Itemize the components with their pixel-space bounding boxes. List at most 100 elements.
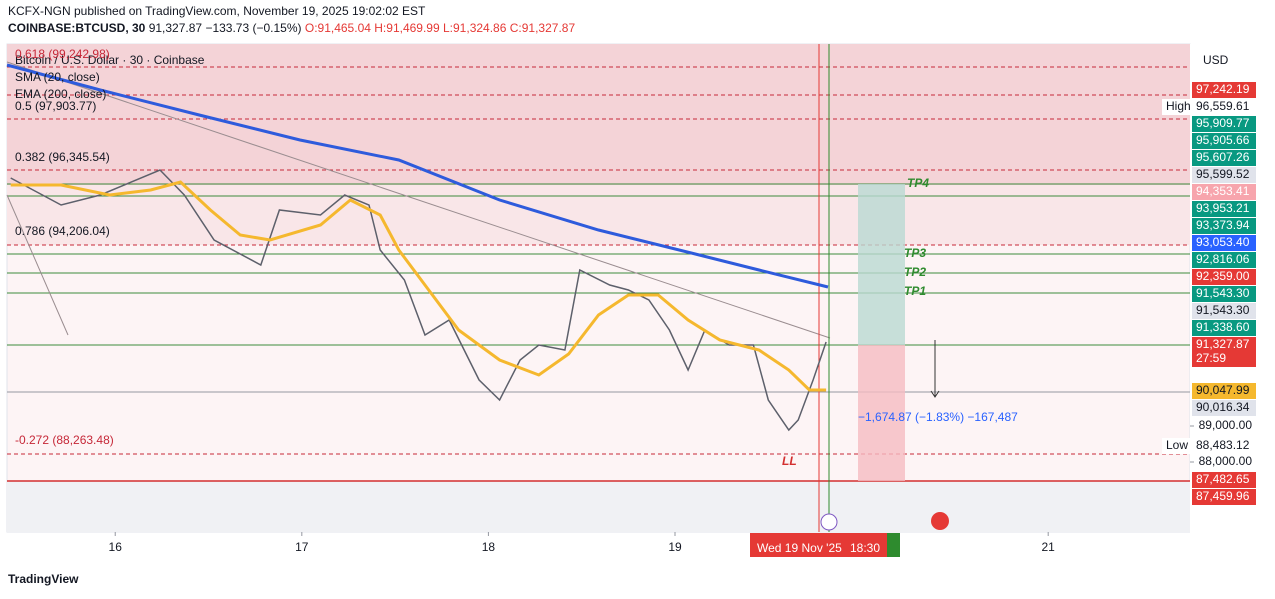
targets: TP4 TP3 TP2 TP1 (904, 176, 929, 298)
price-label: 92,359.00 (1196, 269, 1250, 283)
price-label: 94,353.41 (1196, 184, 1250, 198)
price-badge (1192, 320, 1256, 336)
change: −133.73 (−0.15%) (205, 21, 301, 35)
price-label: 87,459.96 (1196, 489, 1250, 503)
price-badge (1192, 383, 1256, 399)
price-label: 91,338.60 (1196, 320, 1250, 334)
zone (7, 481, 1190, 532)
low: L:91,324.86 (443, 21, 507, 35)
trendline (6, 61, 831, 339)
x-tick-label: 16 (109, 540, 123, 554)
target-label: TP4 (907, 176, 929, 190)
open: O:91,465.04 (305, 21, 371, 35)
fib-lines (7, 66, 1190, 455)
last: 91,327.87 (149, 21, 203, 35)
fib-label: 0.5 (97,903.77) (15, 99, 96, 113)
time-badge-date: Wed 19 Nov '25 (757, 541, 842, 555)
price-badge (1192, 303, 1256, 319)
fib-label: 0.618 (99,242.98) (15, 47, 110, 61)
arrow-head (930, 390, 940, 398)
time-badge (887, 533, 900, 557)
measure-label: −1,674.87 (−1.83%) −167,487 (858, 410, 1018, 424)
y-tick-label: 89,000.00 (1199, 418, 1253, 432)
price-label: 92,816.06 (1196, 252, 1250, 266)
price-label: High (1166, 99, 1191, 113)
series-line (10, 180, 827, 392)
price-badge (1192, 201, 1256, 217)
price-label: 88,483.12 (1196, 438, 1250, 452)
price-label: 87,482.65 (1196, 472, 1250, 486)
x-tick-label: 19 (668, 540, 682, 554)
symbol-line: COINBASE:BTCUSD, 30 91,327.87 −133.73 (−… (8, 21, 575, 35)
close: C:91,327.87 (510, 21, 576, 35)
event-icon[interactable] (931, 512, 949, 530)
price-label: 90,047.99 (1196, 383, 1250, 397)
price-label: 90,016.34 (1196, 400, 1250, 414)
high: H:91,469.99 (374, 21, 440, 35)
event-icon[interactable] (820, 513, 838, 531)
target-zone (858, 184, 905, 345)
legend-entry: EMA (200, close) (15, 87, 106, 101)
price-label: 95,905.66 (1196, 133, 1250, 147)
series-line (6, 63, 829, 289)
price-label: 93,053.40 (1196, 235, 1250, 249)
symbol: COINBASE:BTCUSD, 30 (8, 21, 146, 35)
price-badge (1192, 116, 1256, 132)
logo: TradingView (8, 572, 79, 586)
trendline (6, 194, 69, 336)
x-tick-label: 18 (482, 540, 496, 554)
price-badge (1192, 351, 1256, 367)
price-badge (1192, 400, 1256, 416)
fib-label: 0.786 (94,206.04) (15, 224, 110, 238)
price-label: 95,909.77 (1196, 116, 1250, 130)
legend-entry: Bitcoin / U.S. Dollar · 30 · Coinbase (15, 53, 205, 67)
price-badge (1192, 235, 1256, 251)
x-tick-label: 21 (1042, 540, 1056, 554)
fib-label: 0.382 (96,345.54) (15, 150, 110, 164)
price-label: Low (1166, 438, 1188, 452)
price-label: 91,543.30 (1196, 303, 1250, 317)
target-label: TP2 (904, 265, 926, 279)
price-label: 95,599.52 (1196, 167, 1250, 181)
price-badge (1192, 438, 1256, 454)
target-label: TP3 (904, 246, 926, 260)
price-label: 97,242.19 (1196, 82, 1250, 96)
price-badge (1192, 184, 1256, 200)
price-label: 91,543.30 (1196, 286, 1250, 300)
price-badge (1192, 252, 1256, 268)
price-badge (1192, 472, 1256, 488)
price-badge (1162, 99, 1190, 115)
price-badge (1192, 150, 1256, 166)
x-tick-label: 17 (295, 540, 309, 554)
published: KCFX-NGN published on TradingView.com, N… (8, 4, 426, 18)
y-tick-label: 88,000.00 (1199, 454, 1253, 468)
target-label: TP1 (904, 284, 926, 298)
zone (7, 185, 1190, 245)
chart-pane (6, 43, 1191, 533)
price-badge (1192, 286, 1256, 302)
price-badge (1192, 337, 1256, 353)
price-badge (1162, 438, 1190, 454)
time-badge (750, 533, 887, 557)
fib-label: -0.272 (88,263.48) (15, 433, 114, 447)
plot (6, 63, 829, 432)
price-label: 93,373.94 (1196, 218, 1250, 232)
price-label: 96,559.61 (1196, 99, 1250, 113)
price-label: 95,607.26 (1196, 150, 1250, 164)
price-badge (1192, 99, 1256, 115)
price-badge (1192, 133, 1256, 149)
price-badge (1192, 489, 1256, 505)
target-lines (7, 183, 1190, 346)
price-badge (1192, 167, 1256, 183)
time-badge-time: 18:30 (850, 541, 880, 555)
price-badge (1192, 269, 1256, 285)
price-label: 91,327.87 (1196, 337, 1250, 351)
swing-label: LL (782, 454, 797, 468)
price-badge (1192, 218, 1256, 234)
stop-zone (858, 345, 905, 481)
axis-labels: 16 17 18 19 21 89,000.00 88,000.00 97,242.19 Hig… (109, 82, 1256, 554)
legend-entry: SMA (20, close) (15, 70, 100, 84)
price-label: 27:59 (1196, 351, 1226, 365)
price-label: 93,953.21 (1196, 201, 1250, 215)
